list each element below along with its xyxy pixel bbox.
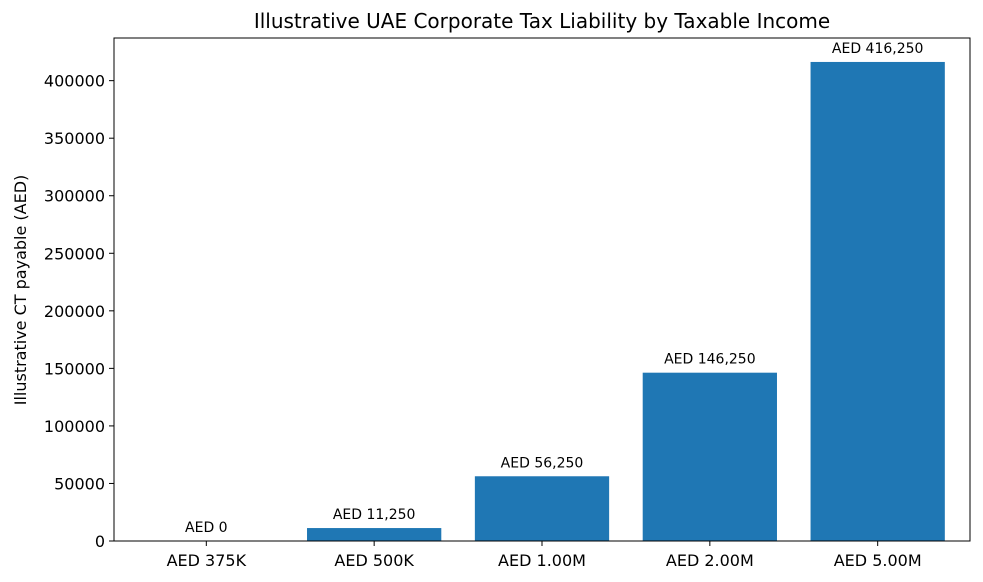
y-tick-label-4: 200000 <box>44 302 105 321</box>
y-tick-label-1: 50000 <box>54 474 105 493</box>
bar-labels-layer: AED 0 AED 11,250 AED 56,250 AED 146,250 AED … <box>185 41 923 536</box>
bar-data-label-3: AED 146,250 <box>664 352 756 368</box>
bar-1 <box>307 528 442 541</box>
y-tick-label-6: 300000 <box>44 187 105 206</box>
y-tick-label-8: 400000 <box>44 72 105 91</box>
bar-data-label-0: AED 0 <box>185 520 228 536</box>
y-tick-label-5: 250000 <box>44 244 105 263</box>
y-tick-label-7: 350000 <box>44 129 105 148</box>
bar-3 <box>642 372 777 541</box>
bar-data-label-1: AED 11,250 <box>333 507 416 523</box>
x-tick-label-3: AED 2.00M <box>666 551 754 570</box>
ticks-layer: AED 375K AED 500K AED 1.00M AED 2.00M AED 5.… <box>44 72 922 570</box>
bar-4 <box>810 61 945 541</box>
bar-data-label-4: AED 416,250 <box>832 41 924 57</box>
x-tick-label-0: AED 375K <box>167 551 247 570</box>
x-tick-label-2: AED 1.00M <box>498 551 586 570</box>
y-tick-label-2: 100000 <box>44 417 105 436</box>
y-tick-label-3: 150000 <box>44 359 105 378</box>
bars-layer <box>307 61 945 541</box>
x-tick-label-1: AED 500K <box>334 551 414 570</box>
y-tick-label-0: 0 <box>95 532 105 551</box>
bar-2 <box>474 476 610 541</box>
bar-data-label-2: AED 56,250 <box>501 455 584 471</box>
plot-frame <box>113 37 971 542</box>
chart-title: Illustrative UAE Corporate Tax Liability… <box>254 9 830 33</box>
y-axis-label: Illustrative CT payable (AED) <box>11 175 30 406</box>
x-tick-label-4: AED 5.00M <box>834 551 922 570</box>
